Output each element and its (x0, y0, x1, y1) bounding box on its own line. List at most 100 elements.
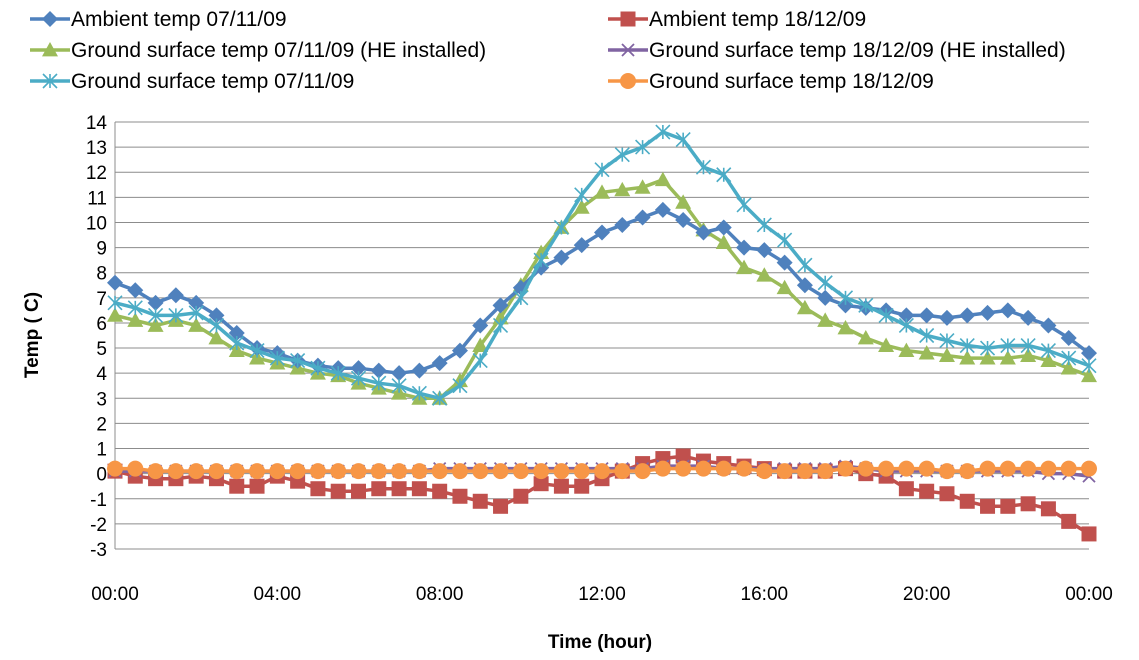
y-tick-label: 10 (86, 213, 107, 234)
data-point (695, 460, 712, 477)
legend-marker (42, 11, 58, 27)
y-tick-label: 14 (86, 113, 108, 134)
data-point (776, 463, 793, 480)
data-point (431, 355, 448, 372)
data-point (1040, 460, 1057, 477)
data-point (107, 307, 123, 322)
data-point (1020, 496, 1036, 512)
data-point (107, 274, 123, 291)
y-tick-label: 6 (96, 314, 107, 335)
data-point (492, 317, 509, 334)
data-point (432, 483, 448, 499)
data-point (249, 463, 266, 480)
data-point (310, 360, 326, 376)
data-point (452, 378, 468, 394)
data-point (959, 493, 975, 509)
data-point (837, 290, 854, 306)
data-point (655, 124, 671, 140)
y-tick-label: 8 (96, 264, 107, 285)
data-point (999, 350, 1016, 365)
legend-label: Ground surface temp 07/11/09 (71, 70, 354, 93)
y-tick-label: 5 (96, 339, 107, 360)
x-tick-label: 20:00 (903, 584, 951, 605)
data-point (127, 312, 144, 327)
data-point (147, 294, 164, 311)
legend: Ambient temp 07/11/09 Ambient temp 18/12/… (30, 8, 1066, 93)
data-point (249, 478, 265, 494)
data-point (858, 297, 874, 313)
data-point (269, 350, 285, 366)
data-point (574, 478, 590, 494)
data-point (208, 307, 225, 324)
series-1 (107, 448, 1097, 542)
series-line (113, 178, 1091, 401)
data-point (675, 194, 692, 209)
data-point (817, 275, 833, 291)
legend-label: Ground surface temp 18/12/09 (649, 70, 934, 93)
data-point (309, 463, 326, 480)
data-point (127, 300, 143, 316)
data-point (553, 249, 570, 266)
data-point (918, 307, 935, 324)
series-2 (107, 171, 1097, 405)
data-point (1060, 360, 1077, 375)
series-5 (107, 460, 1097, 480)
data-point (736, 460, 753, 477)
data-point (715, 460, 732, 477)
data-point (1020, 309, 1037, 326)
data-point (249, 343, 265, 359)
legend-entry: Ground surface temp 07/11/09 (HE install… (30, 39, 486, 62)
x-tick-label: 16:00 (741, 584, 789, 605)
data-point (411, 362, 428, 379)
data-point (1040, 352, 1057, 368)
data-point (1081, 367, 1097, 383)
data-point (736, 197, 752, 213)
data-point (776, 279, 793, 295)
data-point (594, 162, 610, 178)
data-point (634, 179, 651, 194)
data-point (167, 287, 184, 304)
data-point (675, 132, 691, 148)
data-point (1020, 337, 1036, 354)
legend-label: Ground surface temp 07/11/09 (HE install… (71, 39, 486, 62)
data-point (127, 282, 144, 299)
data-point (918, 460, 935, 477)
data-point (168, 307, 184, 323)
data-point (716, 167, 732, 183)
data-point (452, 488, 468, 504)
data-point (796, 299, 813, 315)
data-point (350, 463, 367, 480)
data-point (351, 483, 366, 499)
legend-entry: Ambient temp 18/12/09 (608, 8, 866, 31)
data-point (290, 353, 306, 369)
data-point (1081, 358, 1097, 374)
data-point (634, 209, 651, 226)
data-point (756, 217, 772, 233)
data-point (330, 463, 347, 480)
data-point (614, 181, 631, 197)
data-point (228, 463, 245, 480)
data-point (127, 460, 144, 477)
data-point (553, 463, 570, 480)
data-point (654, 460, 671, 477)
data-point (999, 460, 1016, 477)
data-point (817, 312, 834, 327)
data-point (432, 390, 448, 406)
legend-entry: Ground surface temp 18/12/09 (608, 70, 934, 93)
data-point (188, 305, 204, 321)
data-point (553, 478, 569, 494)
data-point (107, 460, 123, 477)
data-point (229, 478, 245, 494)
data-point (959, 350, 976, 365)
data-point (797, 257, 813, 273)
data-point (959, 337, 975, 354)
data-point (654, 171, 671, 187)
data-point (817, 289, 834, 306)
legend-marker (42, 73, 58, 89)
data-point (695, 224, 712, 241)
data-point (614, 463, 631, 480)
data-point (898, 481, 914, 497)
legend-entry: Ambient temp 07/11/09 (30, 8, 287, 31)
data-point (635, 139, 651, 155)
